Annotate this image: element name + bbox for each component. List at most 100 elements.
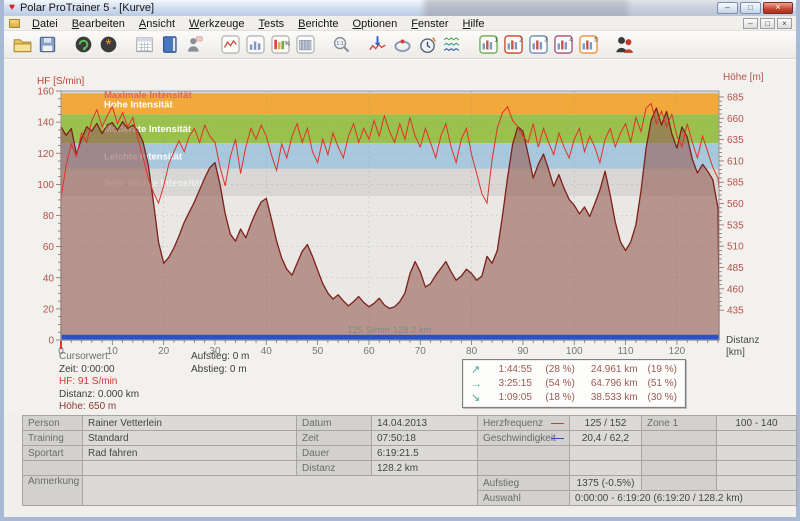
close-button[interactable] xyxy=(763,2,793,14)
menu-tests[interactable]: Tests xyxy=(251,17,291,31)
menu-bearbeiten[interactable]: Bearbeiten xyxy=(65,17,132,31)
gradient-legend: ↗1:44:55(28 %)24.961 km(19 %) →3:25:15(54… xyxy=(462,359,686,408)
training-value: Standard xyxy=(83,431,297,446)
date-value: 14.04.2013 xyxy=(372,416,478,431)
view-3-button[interactable]: 3 xyxy=(526,32,551,58)
svg-text:560: 560 xyxy=(727,199,744,210)
date-label: Datum xyxy=(297,416,372,431)
svg-text:20: 20 xyxy=(158,346,170,357)
child-close-button[interactable] xyxy=(777,18,792,29)
ascent-value: 1375 (-0.5%) xyxy=(570,476,642,491)
svg-text:%: % xyxy=(285,42,290,48)
view-1-button[interactable]: 1 xyxy=(476,32,501,58)
lap-marker-button[interactable] xyxy=(390,32,415,58)
menu-datei[interactable]: Datei xyxy=(25,17,65,31)
left-axis-title: HF [S/min] xyxy=(37,76,84,87)
svg-text:80: 80 xyxy=(43,211,55,222)
person-icon xyxy=(185,35,204,54)
speed-value: 20,4 / 62,2 xyxy=(570,431,642,446)
person-info-button[interactable] xyxy=(182,32,207,58)
hr-line-swatch xyxy=(551,423,564,424)
window-title: Polar ProTrainer 5 - [Kurve] xyxy=(20,2,154,14)
legend-row-flat: →3:25:15(54 %)64.796 km(51 %) xyxy=(471,378,677,390)
svg-text:Hohe Intensität: Hohe Intensität xyxy=(104,99,173,110)
table-row: Sportart Rad fahren Dauer 6:19:21.5 xyxy=(23,446,797,461)
svg-text:160: 160 xyxy=(37,87,54,98)
percent-view-button[interactable]: % xyxy=(268,32,293,58)
view-5-button[interactable]: 5 xyxy=(576,32,601,58)
transfer-from-watch-button[interactable] xyxy=(71,32,96,58)
svg-text:120: 120 xyxy=(669,346,686,357)
summary-section: Person Rainer Vetterlein Datum 14.04.201… xyxy=(4,415,796,506)
sport-value: Rad fahren xyxy=(83,446,297,461)
svg-text:435: 435 xyxy=(727,306,744,317)
svg-text:0: 0 xyxy=(48,336,54,347)
curve-download-button[interactable] xyxy=(365,32,390,58)
table-row: Training Standard Zeit 07:50:18 Geschwin… xyxy=(23,431,797,446)
svg-text:3: 3 xyxy=(544,37,548,44)
save-button[interactable] xyxy=(35,32,60,58)
menu-optionen[interactable]: Optionen xyxy=(346,17,405,31)
cursor-time: Zeit: 0:00:00 xyxy=(59,364,139,377)
table-row: Distanz 128.2 km xyxy=(23,461,797,476)
up-arrow-icon: ↗ xyxy=(471,363,489,376)
training-diary-button[interactable] xyxy=(157,32,182,58)
calendar-button[interactable] xyxy=(132,32,157,58)
legend-row-up: ↗1:44:55(28 %)24.961 km(19 %) xyxy=(471,363,677,376)
svg-text:2: 2 xyxy=(519,37,523,44)
view-2-button[interactable]: 2 xyxy=(501,32,526,58)
diary-icon xyxy=(160,35,179,54)
sport-label: Sportart xyxy=(23,446,83,461)
bar-view-button[interactable] xyxy=(243,32,268,58)
curve-view-button[interactable] xyxy=(218,32,243,58)
svg-text:120: 120 xyxy=(37,149,54,160)
timer-icon xyxy=(418,35,437,54)
climb-readout: Aufstieg: 0 m Abstieg: 0 m xyxy=(191,351,249,376)
minimize-button[interactable] xyxy=(717,2,738,14)
vbars-icon xyxy=(296,35,315,54)
child-restore-button[interactable] xyxy=(760,18,775,29)
document-icon[interactable] xyxy=(9,19,20,28)
menu-hilfe[interactable]: Hilfe xyxy=(456,17,492,31)
table-row: Anmerkung Aufstieg 1375 (-0.5%) xyxy=(23,476,797,491)
svg-text:685: 685 xyxy=(727,92,744,103)
zoom-icon: 1:1 xyxy=(332,35,351,54)
polar-heart-icon xyxy=(9,3,15,13)
zoom-1-1-button[interactable]: 1:1 xyxy=(329,32,354,58)
curve-icon xyxy=(221,35,240,54)
num-icon: 2 xyxy=(504,35,523,54)
persons-button[interactable] xyxy=(612,32,637,58)
svg-text:5: 5 xyxy=(594,37,598,44)
lap-view-button[interactable] xyxy=(293,32,318,58)
flat-arrow-icon: → xyxy=(471,378,489,390)
num-icon: 3 xyxy=(529,35,548,54)
svg-text:60: 60 xyxy=(363,346,375,357)
svg-text:485: 485 xyxy=(727,263,744,274)
maximize-button[interactable] xyxy=(740,2,761,14)
svg-text:60: 60 xyxy=(43,242,55,253)
num-icon: 4 xyxy=(554,35,573,54)
calendar-icon xyxy=(135,35,154,54)
timer-button[interactable] xyxy=(415,32,440,58)
menu-ansicht[interactable]: Ansicht xyxy=(132,17,182,31)
svg-text:1: 1 xyxy=(494,37,498,44)
table-row: Person Rainer Vetterlein Datum 14.04.201… xyxy=(23,416,797,431)
svg-text:50: 50 xyxy=(312,346,324,357)
svg-text:40: 40 xyxy=(43,273,55,284)
svg-text:100: 100 xyxy=(566,346,583,357)
menu-werkzeuge[interactable]: Werkzeuge xyxy=(182,17,251,31)
open-file-button[interactable] xyxy=(10,32,35,58)
menu-fenster[interactable]: Fenster xyxy=(404,17,455,31)
svg-text:20: 20 xyxy=(43,304,55,315)
note-value[interactable] xyxy=(83,476,478,506)
view-4-button[interactable]: 4 xyxy=(551,32,576,58)
watch-settings-button[interactable]: * xyxy=(96,32,121,58)
note-label: Anmerkung xyxy=(23,476,83,506)
menu-berichte[interactable]: Berichte xyxy=(291,17,345,31)
titlebar: Polar ProTrainer 5 - [Kurve] xyxy=(4,0,796,16)
zone-value: 100 - 140 xyxy=(717,416,797,431)
child-minimize-button[interactable] xyxy=(743,18,758,29)
cursor-altitude: Höhe: 650 m xyxy=(59,401,139,414)
svg-text:100: 100 xyxy=(37,180,54,191)
multi-curve-button[interactable] xyxy=(440,32,465,58)
